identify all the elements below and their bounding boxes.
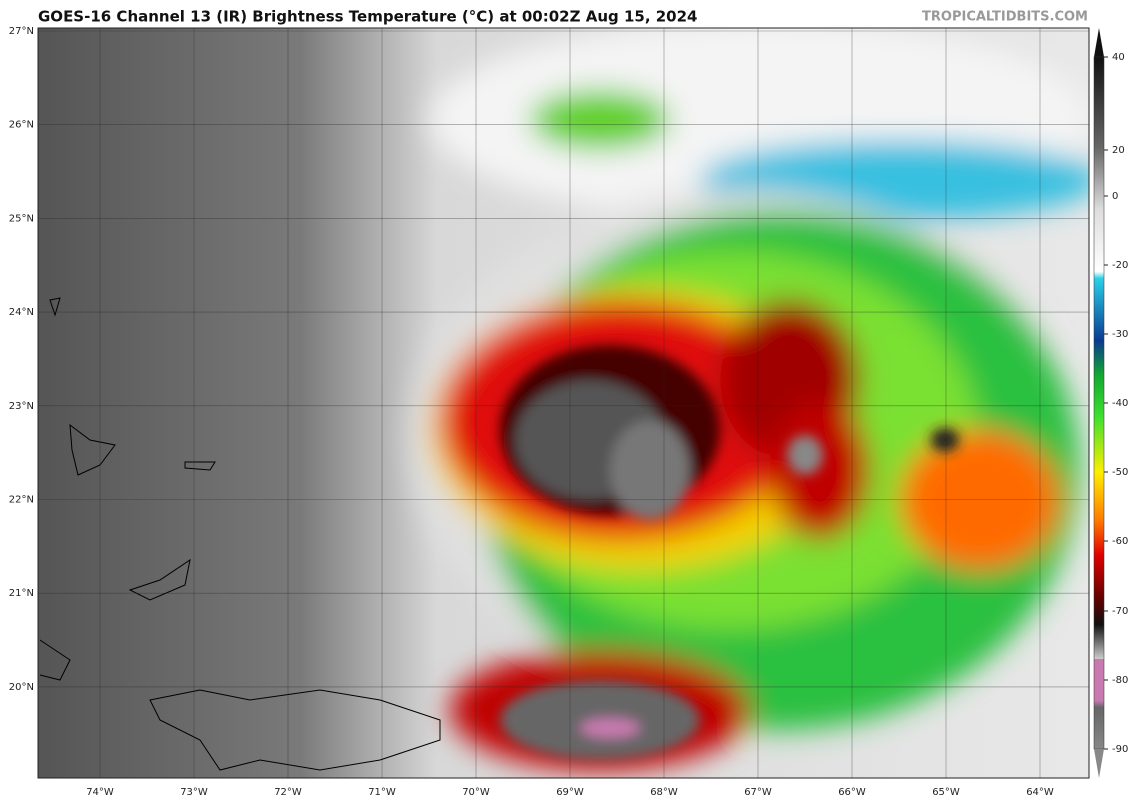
satellite-image [38, 28, 1089, 778]
lon-label: 64°W [1026, 787, 1054, 798]
lat-label: 21°N [9, 588, 34, 599]
lon-label: 66°W [838, 787, 866, 798]
lat-label: 26°N [9, 120, 34, 131]
lat-label: 27°N [9, 26, 34, 37]
colorbar-label: -80 [1112, 675, 1128, 686]
credit: TROPICALTIDBITS.COM [922, 10, 1088, 25]
lon-label: 70°W [462, 787, 490, 798]
colorbar-bottom-arrow [1094, 749, 1104, 778]
lon-label: 74°W [86, 787, 114, 798]
colorbar-label: 20 [1112, 145, 1125, 156]
lat-label: 23°N [9, 401, 34, 412]
colorbar-top-arrow [1094, 28, 1104, 57]
colorbar-label: -40 [1112, 398, 1128, 409]
colorbar-label: -20 [1112, 260, 1128, 271]
colorbar-label: -70 [1112, 606, 1128, 617]
map-frame [37, 27, 1090, 779]
colorbar-label: -90 [1112, 744, 1128, 755]
lat-label: 20°N [9, 682, 34, 693]
lon-label: 72°W [274, 787, 302, 798]
lat-label: 22°N [9, 495, 34, 506]
graticule [38, 28, 1089, 778]
lon-label: 68°W [650, 787, 678, 798]
colorbar-label: 40 [1112, 52, 1125, 63]
lon-label: 71°W [368, 787, 396, 798]
lat-label: 24°N [9, 307, 34, 318]
colorbar [1093, 56, 1105, 750]
colorbar-label: -30 [1112, 329, 1128, 340]
colorbar-label: -60 [1112, 536, 1128, 547]
title: GOES-16 Channel 13 (IR) Brightness Tempe… [38, 8, 698, 26]
lon-label: 69°W [556, 787, 584, 798]
colorbar-label: 0 [1112, 191, 1118, 202]
lat-label: 25°N [9, 213, 34, 224]
lon-label: 67°W [744, 787, 772, 798]
colorbar-label: -50 [1112, 467, 1128, 478]
lon-label: 73°W [180, 787, 208, 798]
lon-label: 65°W [932, 787, 960, 798]
